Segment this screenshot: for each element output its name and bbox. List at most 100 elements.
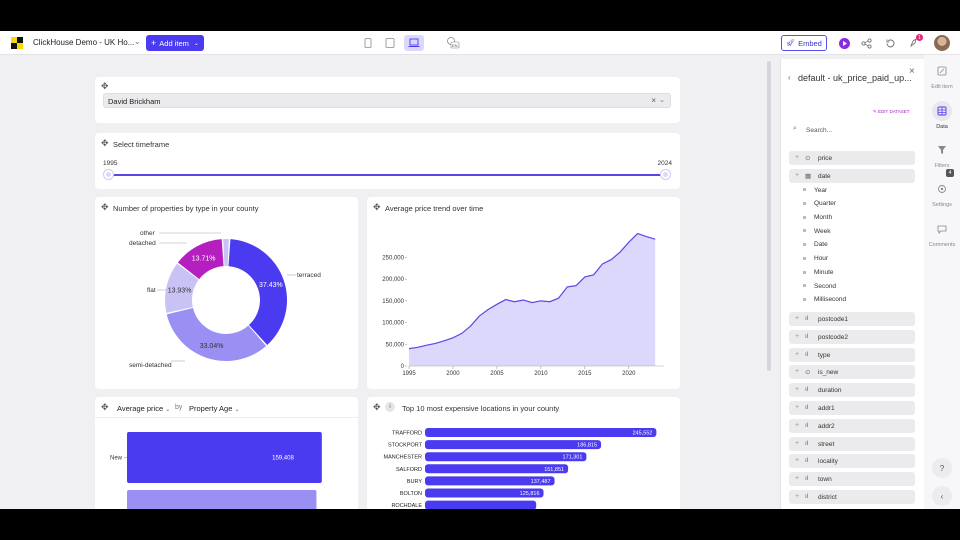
plus-icon[interactable]: + xyxy=(795,457,800,465)
edit-dataset-link[interactable]: ✎ EDIT DATASET xyxy=(873,109,910,115)
drag-dot-icon xyxy=(803,270,806,274)
date-part-label: Second xyxy=(814,282,837,290)
back-icon[interactable]: ‹ xyxy=(788,73,791,82)
chevron-down-icon[interactable]: ⌄ xyxy=(659,97,665,104)
date-part-year[interactable]: Year xyxy=(803,187,827,194)
range-track[interactable] xyxy=(108,174,666,176)
age-bar xyxy=(127,432,322,483)
date-part-date[interactable]: Date xyxy=(803,241,828,248)
field-postcode2[interactable]: + ıl postcode2 xyxy=(789,329,915,344)
plus-icon[interactable]: + xyxy=(795,439,800,447)
date-part-week[interactable]: Week xyxy=(803,228,831,235)
plus-icon[interactable]: + xyxy=(795,386,800,394)
date-part-hour[interactable]: Hour xyxy=(803,255,828,262)
search-field[interactable]: ⌕ Search... xyxy=(789,123,915,137)
settings-button[interactable] xyxy=(932,179,952,199)
mobile-view-button[interactable] xyxy=(359,35,377,51)
range-start-handle[interactable] xyxy=(104,170,113,179)
plus-icon[interactable]: + xyxy=(795,368,800,376)
info-icon[interactable]: i xyxy=(385,402,395,412)
trend-chart[interactable]: 0 50,000 100,000 150,000 200,000 250,000 1995 2… xyxy=(367,197,680,389)
desktop-view-button[interactable] xyxy=(404,35,424,51)
text-icon: ıl xyxy=(805,386,809,394)
dimension-select[interactable]: Property Age ⌄ xyxy=(189,404,239,413)
embed-button[interactable]: 🚀︎ Embed xyxy=(781,35,827,51)
plus-icon[interactable]: + xyxy=(795,403,800,411)
data-button[interactable] xyxy=(932,101,952,121)
text-icon: ıl xyxy=(805,492,809,500)
donut-slice-semi-detached xyxy=(166,307,267,361)
field-label: addr1 xyxy=(818,404,835,412)
chevron-down-icon[interactable]: ⌄ xyxy=(134,37,141,46)
avatar[interactable] xyxy=(934,35,950,51)
history-button[interactable] xyxy=(883,36,897,50)
add-item-button[interactable]: + Add item ⌄ xyxy=(146,35,204,51)
field-addr2[interactable]: + ıl addr2 xyxy=(789,418,915,433)
gear-icon xyxy=(938,185,946,193)
field-label: postcode1 xyxy=(818,315,848,323)
field-type[interactable]: + ıl type xyxy=(789,347,915,362)
filter-select[interactable]: David Brickham × ⌄ xyxy=(103,93,671,108)
date-part-minute[interactable]: Minute xyxy=(803,269,834,276)
comment-icon xyxy=(937,225,947,234)
edit-item-button[interactable] xyxy=(932,61,952,81)
drag-handle-icon[interactable]: ✥ xyxy=(101,402,109,412)
clickhouse-logo[interactable] xyxy=(11,37,23,49)
date-part-month[interactable]: Month xyxy=(803,214,832,221)
field-district[interactable]: + ıl district xyxy=(789,489,915,504)
rail-label-comments: Comments xyxy=(928,242,956,248)
trend-title: Average price trend over time xyxy=(385,204,484,213)
date-part-millisecond[interactable]: Millisecond xyxy=(803,296,846,303)
field-addr1[interactable]: + ıl addr1 xyxy=(789,400,915,415)
filters-button[interactable] xyxy=(932,140,952,160)
donut-chart[interactable]: 37.43% 33.04% 13.93% 13.71% terraced semi-det… xyxy=(95,197,358,389)
plus-icon[interactable]: + xyxy=(795,492,800,500)
canvas-scrollbar[interactable] xyxy=(767,61,771,371)
field-is_new[interactable]: + ⊙ is_new xyxy=(789,365,915,380)
drag-handle-icon[interactable]: ✥ xyxy=(101,81,109,91)
dimension-label: Property Age xyxy=(189,404,233,413)
drag-handle-icon[interactable]: ✥ xyxy=(373,402,381,412)
field-date[interactable]: + ▦ date xyxy=(789,168,915,183)
location-label: TRAFFORD xyxy=(392,431,422,437)
measure-select[interactable]: Average price ⌄ xyxy=(117,404,170,413)
plus-icon[interactable]: + xyxy=(795,314,800,322)
clear-icon[interactable]: × xyxy=(651,96,656,105)
drag-handle-icon[interactable]: ✥ xyxy=(373,202,381,212)
date-part-second[interactable]: Second xyxy=(803,283,836,290)
dashboard-title[interactable]: ClickHouse Demo - UK Ho... xyxy=(33,38,135,47)
field-price[interactable]: + ⊙ price xyxy=(789,151,915,165)
preview-button[interactable] xyxy=(837,36,851,50)
plus-icon[interactable]: + xyxy=(795,350,800,358)
language-button[interactable]: EN xyxy=(446,36,460,50)
location-bar xyxy=(425,464,569,474)
drag-dot-icon xyxy=(803,256,806,260)
plus-icon[interactable]: + xyxy=(795,421,800,429)
field-locality[interactable]: + ıl locality xyxy=(789,454,915,469)
timeframe-card: ✥ Select timeframe 1995 2024 xyxy=(95,133,680,189)
plus-icon[interactable]: + xyxy=(795,332,800,340)
field-postcode1[interactable]: + ıl postcode1 xyxy=(789,311,915,326)
drag-handle-icon[interactable]: ✥ xyxy=(101,138,109,148)
plus-icon[interactable]: + xyxy=(795,171,800,179)
share-button[interactable] xyxy=(859,36,873,50)
help-button[interactable]: ? xyxy=(932,458,952,478)
plus-icon[interactable]: + xyxy=(795,475,800,483)
close-icon[interactable]: × xyxy=(909,66,915,77)
filter-count-badge: 4 xyxy=(946,169,954,177)
collapse-panel-button[interactable]: ‹ xyxy=(932,486,952,506)
age-bar-chart[interactable]: New 159,408 xyxy=(95,397,358,509)
comments-button[interactable] xyxy=(932,219,952,239)
tablet-view-button[interactable] xyxy=(381,35,399,51)
plus-icon[interactable]: + xyxy=(795,154,800,161)
drag-handle-icon[interactable]: ✥ xyxy=(101,202,109,212)
y-tick-label: 100,000 xyxy=(382,321,404,327)
notifications-button[interactable] xyxy=(906,36,920,50)
range-end-handle[interactable] xyxy=(661,170,670,179)
date-part-quarter[interactable]: Quarter xyxy=(803,200,836,207)
field-label: type xyxy=(818,351,831,359)
field-duration[interactable]: + ıl duration xyxy=(789,383,915,398)
top-locations-chart[interactable]: TRAFFORD 245,552 STOCKPORT 186,815 MANCHESTE… xyxy=(367,397,680,509)
field-town[interactable]: + ıl town xyxy=(789,472,915,487)
field-street[interactable]: + ıl street xyxy=(789,436,915,451)
